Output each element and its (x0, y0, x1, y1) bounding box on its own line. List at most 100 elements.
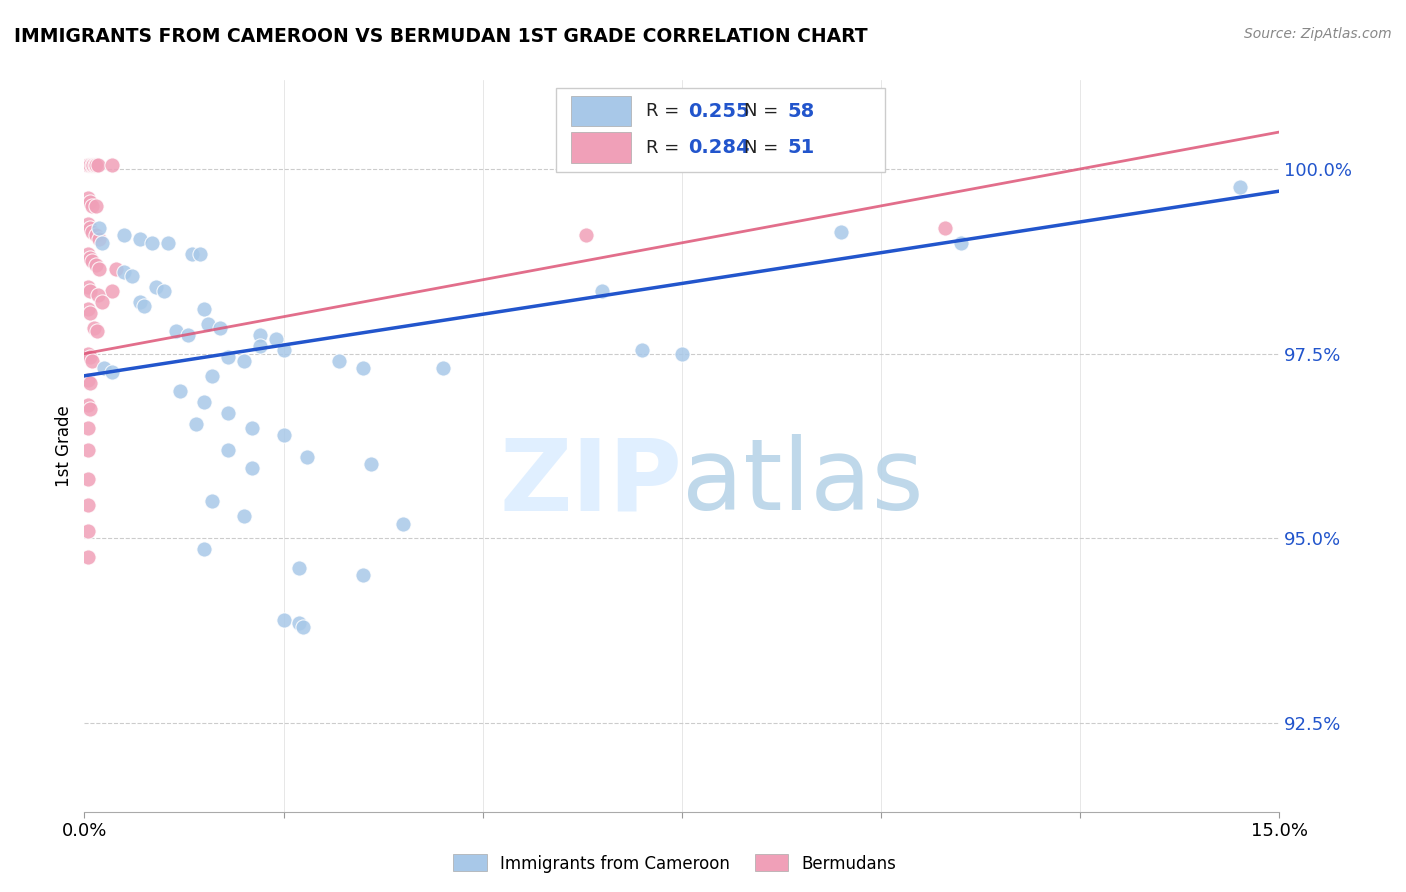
Point (79, 158, 101, 172)
Point (153, 284, 176, 298)
Point (129, 232, 152, 246)
Point (949, 235, 972, 250)
Point (79, 284, 101, 298)
Point (352, 361, 374, 376)
Point (288, 561, 311, 575)
Point (240, 420, 263, 434)
Point (188, 247, 211, 261)
Point (80, 254, 103, 268)
Point (90, 235, 112, 250)
Point (80, 158, 103, 172)
Point (86, 158, 108, 172)
Point (83, 158, 105, 172)
Text: R =: R = (647, 138, 685, 157)
Point (83, 320, 105, 334)
Point (208, 320, 231, 334)
Point (77, 524, 100, 538)
Point (1229, 180, 1251, 194)
Text: ZIP: ZIP (499, 434, 682, 531)
Text: 58: 58 (787, 102, 814, 120)
Point (77, 472, 100, 486)
Point (77, 247, 100, 261)
Point (77, 302, 100, 317)
Point (77, 346, 100, 360)
Point (87, 221, 110, 235)
Point (292, 620, 315, 634)
Point (80, 199, 103, 213)
Point (80, 225, 103, 239)
Point (77, 398, 100, 412)
Point (352, 568, 374, 582)
Point (132, 299, 156, 313)
Y-axis label: 1st Grade: 1st Grade (55, 405, 73, 487)
Point (87, 261, 110, 276)
Point (177, 328, 200, 343)
Point (77, 498, 100, 512)
Point (77, 280, 100, 294)
Point (129, 294, 152, 309)
Point (197, 317, 219, 331)
Point (79, 306, 101, 320)
Point (240, 461, 263, 475)
Text: R =: R = (647, 102, 685, 120)
Point (87, 232, 110, 246)
Point (79, 195, 101, 210)
Point (631, 343, 654, 357)
Point (273, 343, 295, 357)
Point (249, 339, 271, 353)
Point (77, 158, 100, 172)
Point (77, 218, 100, 232)
Point (671, 346, 693, 360)
Point (77, 192, 100, 206)
Point (575, 228, 598, 243)
Point (232, 509, 254, 524)
Legend: Immigrants from Cameroon, Bermudans: Immigrants from Cameroon, Bermudans (447, 847, 903, 880)
Point (201, 368, 224, 383)
Text: 51: 51 (787, 138, 814, 157)
Point (101, 158, 124, 172)
Point (77, 549, 100, 564)
Point (830, 225, 852, 239)
Point (77, 420, 100, 434)
Point (297, 450, 319, 464)
Bar (571, 95, 630, 127)
Point (101, 284, 124, 298)
Point (82, 158, 104, 172)
Point (79, 251, 101, 265)
Point (193, 394, 215, 409)
Point (591, 284, 613, 298)
Point (273, 428, 295, 442)
Point (217, 442, 239, 457)
Point (112, 228, 135, 243)
FancyBboxPatch shape (557, 87, 886, 171)
Point (145, 280, 167, 294)
Point (432, 361, 454, 376)
Point (201, 494, 224, 508)
Text: N =: N = (744, 138, 785, 157)
Point (101, 365, 124, 379)
Point (288, 616, 311, 631)
Point (86, 325, 108, 339)
Point (169, 384, 191, 398)
Point (84, 258, 107, 272)
Point (360, 458, 382, 472)
Point (87, 158, 110, 172)
Point (217, 351, 239, 365)
Text: 0.284: 0.284 (688, 138, 749, 157)
Point (112, 265, 135, 279)
Point (79, 351, 101, 365)
Point (84, 228, 107, 243)
Point (273, 613, 295, 627)
Point (87, 287, 110, 301)
Point (84, 199, 107, 213)
Point (193, 542, 215, 557)
Point (193, 302, 215, 317)
Point (184, 417, 207, 431)
Text: Source: ZipAtlas.com: Source: ZipAtlas.com (1244, 27, 1392, 41)
Point (165, 325, 187, 339)
Point (264, 332, 287, 346)
Point (121, 268, 143, 283)
Point (157, 235, 180, 250)
Point (328, 354, 350, 368)
Point (79, 376, 101, 391)
